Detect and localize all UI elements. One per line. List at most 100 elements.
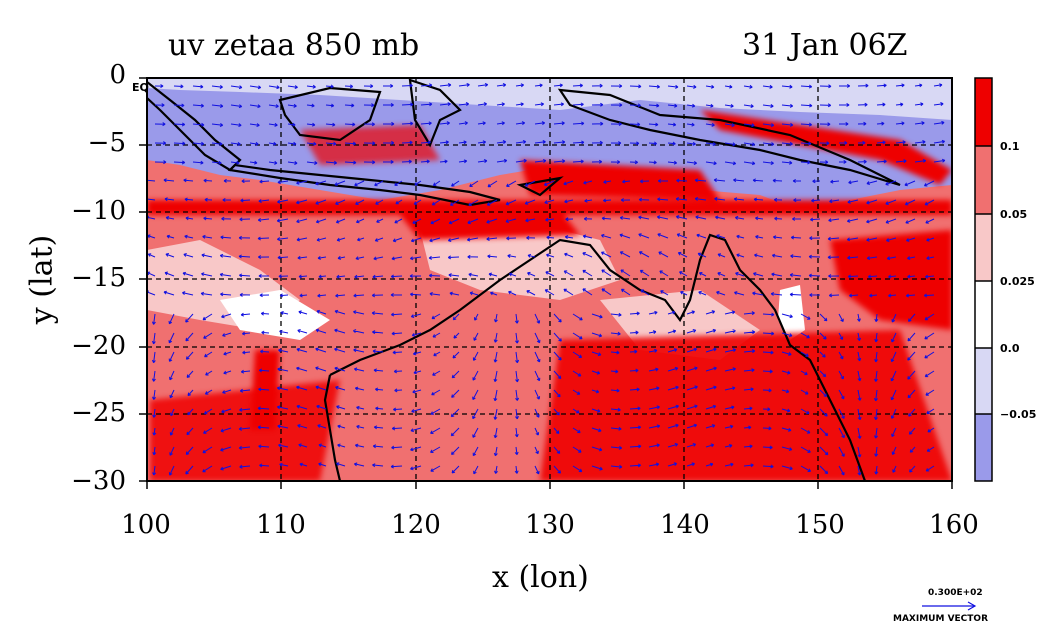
wind-vector bbox=[724, 405, 735, 410]
coastlines bbox=[147, 78, 901, 481]
wind-vector bbox=[686, 443, 697, 448]
wind-vector bbox=[276, 386, 289, 391]
wind-vector bbox=[591, 408, 601, 413]
wind-vector bbox=[472, 370, 479, 381]
wind-vector bbox=[736, 253, 745, 258]
wind-vector bbox=[819, 408, 828, 417]
wind-vector bbox=[374, 237, 384, 242]
chart-date: 31 Jan 06Z bbox=[742, 28, 908, 63]
wind-vector bbox=[667, 329, 677, 334]
wind-vector bbox=[847, 199, 859, 204]
wind-vector bbox=[819, 427, 829, 437]
wind-vector bbox=[648, 122, 659, 127]
wind-vector bbox=[743, 84, 753, 89]
wind-vector bbox=[838, 313, 844, 323]
wind-vector bbox=[890, 389, 897, 401]
wind-vector bbox=[373, 425, 384, 430]
wind-vector bbox=[819, 103, 832, 108]
wind-vector bbox=[591, 446, 603, 452]
wind-vector bbox=[743, 425, 752, 430]
wind-vector bbox=[219, 253, 232, 258]
wind-vector bbox=[439, 140, 449, 145]
wind-vector bbox=[315, 328, 327, 334]
wind-vector bbox=[276, 218, 289, 223]
wind-vector bbox=[412, 218, 422, 224]
wind-vector bbox=[451, 389, 460, 398]
wind-vector bbox=[238, 445, 251, 450]
wind-vector bbox=[830, 179, 840, 184]
wind-vector bbox=[357, 237, 365, 242]
wind-vector bbox=[466, 237, 479, 242]
wind-vector bbox=[584, 198, 593, 203]
wind-vector bbox=[430, 408, 441, 415]
wind-vector bbox=[926, 256, 935, 260]
wind-vector bbox=[781, 122, 794, 127]
wind-vector bbox=[886, 237, 897, 242]
wind-vector bbox=[278, 443, 289, 448]
wind-vector bbox=[890, 370, 897, 382]
wind-vector bbox=[318, 274, 327, 279]
wind-vector bbox=[705, 366, 717, 372]
wind-vector bbox=[696, 233, 707, 239]
wind-vector bbox=[429, 237, 441, 243]
wind-vector bbox=[527, 253, 536, 258]
wind-vector bbox=[743, 406, 753, 411]
wind-vector bbox=[648, 348, 658, 353]
wind-vector bbox=[458, 82, 470, 87]
x-tick-label: 110 bbox=[256, 510, 306, 540]
wind-vector bbox=[638, 215, 650, 220]
wind-vector bbox=[276, 237, 289, 242]
wind-vector bbox=[493, 332, 498, 343]
wind-vector bbox=[337, 424, 346, 429]
wind-vector bbox=[773, 197, 783, 202]
vector-key-label: MAXIMUM VECTOR bbox=[893, 614, 989, 624]
wind-vector bbox=[372, 330, 384, 335]
wind-vector bbox=[572, 446, 582, 453]
wind-vector bbox=[762, 388, 772, 393]
wind-vector bbox=[686, 462, 695, 467]
wind-vector bbox=[874, 446, 879, 457]
wind-vector bbox=[169, 370, 175, 381]
wind-vector bbox=[449, 291, 460, 296]
wind-vector bbox=[279, 293, 289, 298]
wind-vector bbox=[515, 83, 525, 88]
wind-vector bbox=[183, 253, 194, 258]
wind-vector bbox=[667, 310, 676, 315]
wind-vector bbox=[430, 465, 441, 472]
wind-vector bbox=[762, 445, 773, 450]
wind-vector bbox=[453, 332, 460, 339]
wind-vector bbox=[839, 121, 849, 126]
wind-vector bbox=[412, 389, 422, 394]
wind-vector bbox=[572, 102, 584, 107]
wind-vector bbox=[648, 84, 660, 89]
wind-vector bbox=[553, 389, 561, 398]
wind-vector bbox=[724, 367, 736, 372]
wind-vector bbox=[933, 83, 943, 88]
wind-vector bbox=[401, 159, 412, 164]
wind-vector bbox=[735, 271, 745, 277]
wind-vector bbox=[277, 255, 289, 260]
wind-vector bbox=[258, 273, 270, 278]
wind-vector bbox=[698, 272, 707, 277]
wind-vector bbox=[469, 180, 479, 187]
wind-vector bbox=[515, 389, 520, 401]
wind-vector bbox=[163, 178, 175, 183]
wind-vector bbox=[752, 178, 764, 183]
wind-vector bbox=[432, 180, 441, 186]
wind-vector bbox=[439, 83, 452, 87]
wind-vector bbox=[325, 160, 337, 165]
wind-vector bbox=[515, 408, 519, 420]
wind-vector bbox=[467, 218, 479, 225]
axis-ticks bbox=[139, 77, 953, 489]
wind-vector bbox=[154, 160, 167, 165]
wind-vector bbox=[335, 199, 346, 205]
wind-vector bbox=[781, 408, 791, 413]
wind-vector bbox=[220, 292, 232, 297]
y-tick-label: −25 bbox=[71, 398, 126, 428]
grid-lines bbox=[147, 78, 952, 481]
wind-vector bbox=[391, 312, 403, 317]
wind-vector bbox=[705, 103, 714, 108]
wind-vector bbox=[526, 290, 536, 296]
wind-vector bbox=[486, 218, 498, 224]
wind-vector bbox=[152, 408, 157, 418]
